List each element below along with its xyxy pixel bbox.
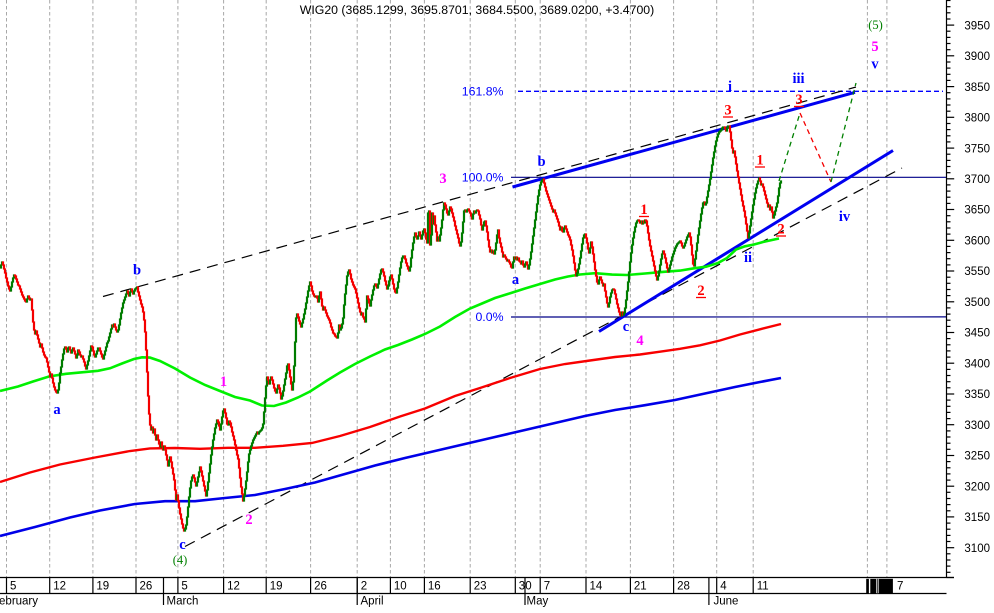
svg-text:1: 1 [756,153,763,169]
svg-text:100.0%: 100.0% [462,171,504,185]
svg-text:March: March [167,596,199,608]
svg-text:12: 12 [53,581,66,593]
svg-text:26: 26 [314,581,327,593]
svg-text:3950: 3950 [964,20,990,32]
svg-text:3300: 3300 [964,420,990,432]
svg-text:7: 7 [897,581,903,593]
svg-text:3600: 3600 [964,236,990,248]
svg-text:(5): (5) [868,18,883,32]
svg-text:3700: 3700 [964,174,990,186]
svg-text:3100: 3100 [964,543,990,555]
svg-text:12: 12 [227,581,240,593]
svg-text:2: 2 [777,222,784,238]
svg-text:14: 14 [590,581,603,593]
svg-text:3750: 3750 [964,143,990,155]
svg-text:c: c [623,319,630,335]
svg-text:161.8%: 161.8% [462,85,504,99]
svg-text:10: 10 [394,581,407,593]
svg-text:16: 16 [428,581,441,593]
svg-text:11: 11 [757,581,769,593]
svg-text:3450: 3450 [964,328,990,340]
svg-text:26: 26 [140,581,153,593]
svg-text:iv: iv [839,209,851,225]
svg-text:3500: 3500 [964,297,990,309]
svg-text:7: 7 [544,581,550,593]
svg-text:3250: 3250 [964,451,990,463]
svg-text:3200: 3200 [964,481,990,493]
svg-text:WIG20 (3685.1299, 3695.8701, 3: WIG20 (3685.1299, 3695.8701, 3684.5500, … [300,3,655,17]
svg-text:3650: 3650 [964,205,990,217]
svg-text:iii: iii [792,71,804,87]
svg-text:21: 21 [634,581,647,593]
svg-text:c: c [179,537,186,553]
svg-text:4: 4 [636,333,643,349]
svg-text:19: 19 [96,581,109,593]
svg-text:a: a [53,402,61,418]
svg-text:3150: 3150 [964,512,990,524]
svg-text:April: April [361,596,384,608]
svg-text:0.0%: 0.0% [475,310,503,324]
svg-text:3900: 3900 [964,51,990,63]
svg-text:February: February [0,596,38,608]
svg-text:b: b [537,154,545,170]
svg-text:(4): (4) [173,553,188,567]
svg-text:4: 4 [720,581,727,593]
svg-text:b: b [133,263,141,279]
svg-text:23: 23 [474,581,487,593]
svg-text:2: 2 [361,581,367,593]
svg-text:3: 3 [795,92,802,108]
svg-text:5: 5 [181,581,187,593]
svg-text:3400: 3400 [964,358,990,370]
svg-text:5: 5 [871,39,878,55]
svg-text:June: June [714,596,739,608]
svg-text:May: May [527,596,549,608]
svg-text:28: 28 [677,581,690,593]
svg-text:3: 3 [439,171,446,187]
svg-text:2: 2 [697,283,704,299]
svg-text:i: i [728,79,732,95]
svg-text:a: a [512,272,520,288]
svg-text:3850: 3850 [964,82,990,94]
svg-text:1: 1 [220,374,227,390]
svg-text:ii: ii [744,250,752,266]
svg-text:3800: 3800 [964,113,990,125]
svg-text:3: 3 [724,103,731,119]
svg-text:19: 19 [270,581,283,593]
svg-text:2: 2 [245,512,252,528]
svg-text:30: 30 [519,581,532,593]
svg-text:3350: 3350 [964,389,990,401]
svg-text:5: 5 [10,581,16,593]
svg-text:v: v [871,57,879,73]
svg-text:1: 1 [640,202,647,218]
svg-text:3550: 3550 [964,266,990,278]
